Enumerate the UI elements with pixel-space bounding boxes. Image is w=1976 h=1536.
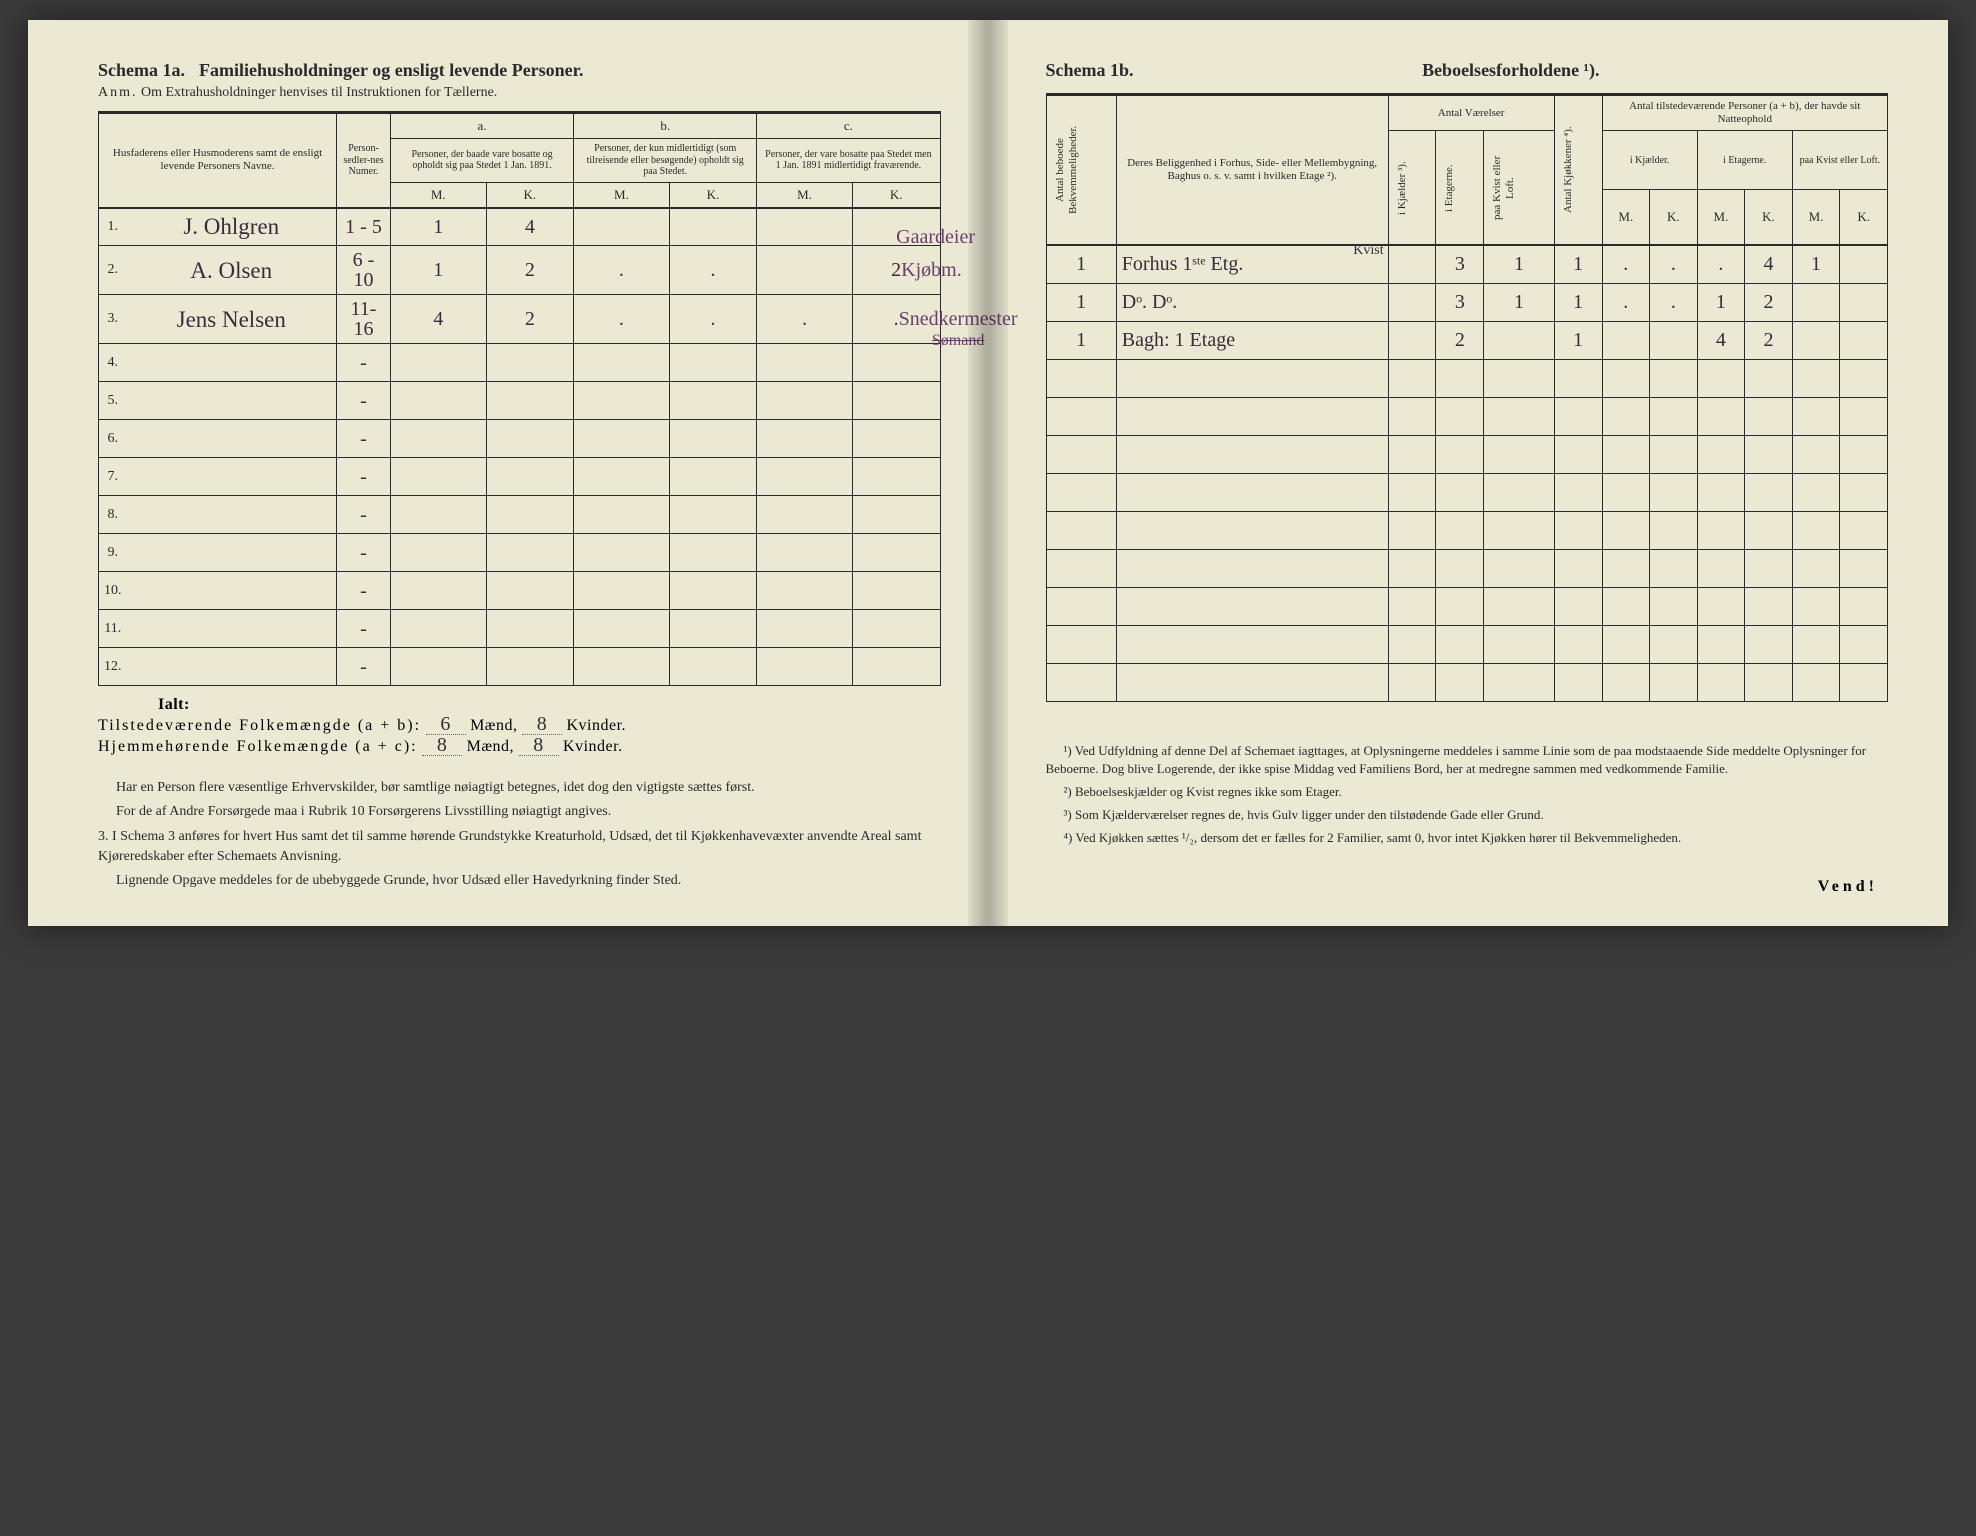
table-row bbox=[1046, 397, 1888, 435]
table-row: 1. J. Ohlgren 1 - 5 1 4 Gaardeier bbox=[99, 208, 941, 246]
hdr-v1: i Kjælder ³). bbox=[1394, 143, 1411, 233]
table-row: 1 Dᵒ. Dᵒ. 3 1 1 . . 1 2 bbox=[1046, 283, 1888, 321]
hdr-name: Husfaderens eller Husmoderens samt de en… bbox=[99, 113, 337, 208]
hdr-c: Personer, der vare bosatte paa Stedet me… bbox=[757, 139, 940, 183]
table-row: 3. Jens Nelsen 11-16 4 2 . . . .Snedkerm… bbox=[99, 295, 941, 344]
document-spread: Schema 1a. Familiehusholdninger og ensli… bbox=[28, 20, 1948, 926]
left-page: Schema 1a. Familiehusholdninger og ensli… bbox=[28, 20, 991, 926]
totals-block: Ialt: Tilstedeværende Folkemængde (a + b… bbox=[98, 696, 941, 756]
hdr-p2: i Etagerne. bbox=[1697, 131, 1792, 190]
fn-p4: Lignende Opgave meddeles for de ubebygge… bbox=[98, 871, 941, 891]
table-row: 5. - bbox=[99, 382, 941, 420]
hdr-p1: i Kjælder. bbox=[1602, 131, 1697, 190]
table-row bbox=[1046, 625, 1888, 663]
fn-r3: ³) Som Kjælderværelser regnes de, hvis G… bbox=[1046, 806, 1889, 825]
right-page: Schema 1b. Beboelsesforholdene ¹). Antal… bbox=[991, 20, 1949, 926]
hdr-b-ltr: b. bbox=[574, 113, 757, 139]
table-1b: Antal beboede Bekvemmeligheder. Deres Be… bbox=[1046, 93, 1889, 702]
schema-1a-label: Schema 1a. bbox=[98, 60, 185, 81]
left-footnotes: Har en Person flere væsentlige Erhvervsk… bbox=[98, 778, 941, 891]
table-row bbox=[1046, 473, 1888, 511]
hdr-aK: K. bbox=[486, 182, 574, 208]
hdr-cM: M. bbox=[757, 182, 853, 208]
table-row: 12. - bbox=[99, 648, 941, 686]
h-p2m: M. bbox=[1697, 190, 1745, 245]
hdr-kjok: Antal Kjøkkener ⁴). bbox=[1560, 100, 1577, 240]
anm-note: Anm. Anm. Om Extrahusholdninger henvises… bbox=[98, 85, 941, 101]
hdr-v3: paa Kvist eller Loft. bbox=[1489, 143, 1519, 233]
vend-label: Vend! bbox=[1046, 878, 1879, 896]
hdr-cK: K. bbox=[852, 182, 940, 208]
hdr-b: Personer, der kun midlertidigt (som tilr… bbox=[574, 139, 757, 183]
fn-r1: ¹) Ved Udfyldning af denne Del af Schema… bbox=[1046, 742, 1889, 780]
h-p3k: K. bbox=[1840, 190, 1888, 245]
hdr-bK: K. bbox=[669, 182, 757, 208]
table-row bbox=[1046, 663, 1888, 701]
hdr-bekv: Antal beboede Bekvemmeligheder. bbox=[1052, 100, 1082, 240]
h-p1k: K. bbox=[1650, 190, 1698, 245]
schema-1a-title: Familiehusholdninger og ensligt levende … bbox=[199, 60, 584, 81]
fn-r4: ⁴) Ved Kjøkken sættes ¹/₂, dersom det er… bbox=[1046, 829, 1889, 848]
fn-p1: Har en Person flere væsentlige Erhvervsk… bbox=[98, 778, 941, 798]
table-row: 10. - bbox=[99, 572, 941, 610]
table-row: 1 Bagh: 1 Etage 2 1 4 2 bbox=[1046, 321, 1888, 359]
hdr-vaer: Antal Værelser bbox=[1388, 95, 1554, 131]
hdr-c-ltr: c. bbox=[757, 113, 940, 139]
table-row: 7. - bbox=[99, 458, 941, 496]
table-row: 4. - bbox=[99, 344, 941, 382]
hdr-num: Person-sedler-nes Numer. bbox=[337, 113, 391, 208]
ialt: Ialt: bbox=[158, 696, 941, 714]
h-p2k: K. bbox=[1745, 190, 1793, 245]
hdr-p3: paa Kvist eller Loft. bbox=[1792, 131, 1887, 190]
hdr-aM: M. bbox=[391, 182, 487, 208]
table-row: 6. - bbox=[99, 420, 941, 458]
table-row bbox=[1046, 549, 1888, 587]
table-row: 1 Forhus 1ˢᵗᵉ Etg.Kvist 3 1 1 . . . 4 1 bbox=[1046, 245, 1888, 283]
table-row bbox=[1046, 359, 1888, 397]
schema-1b-title: Beboelsesforholdene ¹). bbox=[1422, 60, 1599, 81]
fn-p2: For de af Andre Forsørgede maa i Rubrik … bbox=[98, 802, 941, 822]
table-row bbox=[1046, 587, 1888, 625]
hdr-v2: i Etagerne. bbox=[1441, 143, 1458, 233]
hdr-a-ltr: a. bbox=[391, 113, 574, 139]
table-row: 9. - bbox=[99, 534, 941, 572]
hdr-a: Personer, der baade vare bosatte og opho… bbox=[391, 139, 574, 183]
table-row: 11. - bbox=[99, 610, 941, 648]
fn-r2: ²) Beboelseskjælder og Kvist regnes ikke… bbox=[1046, 783, 1889, 802]
totals-line2: Hjemmehørende Folkemængde (a + c): 8 Mæn… bbox=[98, 735, 941, 756]
h-p3m: M. bbox=[1792, 190, 1840, 245]
table-row: 2. A. Olsen 6 - 10 1 2 . . 2Kjøbm. bbox=[99, 246, 941, 295]
totals-line1: Tilstedeværende Folkemængde (a + b): 6 M… bbox=[98, 714, 941, 735]
table-1a: Husfaderens eller Husmoderens samt de en… bbox=[98, 111, 941, 686]
hdr-pers: Antal tilstedeværende Personer (a + b), … bbox=[1602, 95, 1887, 131]
hdr-bM: M. bbox=[574, 182, 670, 208]
schema-1b-label: Schema 1b. bbox=[1046, 60, 1134, 81]
table-row bbox=[1046, 435, 1888, 473]
table-row: 8. - bbox=[99, 496, 941, 534]
table-row bbox=[1046, 511, 1888, 549]
h-p1m: M. bbox=[1602, 190, 1650, 245]
hdr-belig: Deres Beliggenhed i Forhus, Side- eller … bbox=[1116, 95, 1388, 246]
right-footnotes: ¹) Ved Udfyldning af denne Del af Schema… bbox=[1046, 742, 1889, 848]
fn-p3: 3. I Schema 3 anføres for hvert Hus samt… bbox=[98, 827, 941, 868]
